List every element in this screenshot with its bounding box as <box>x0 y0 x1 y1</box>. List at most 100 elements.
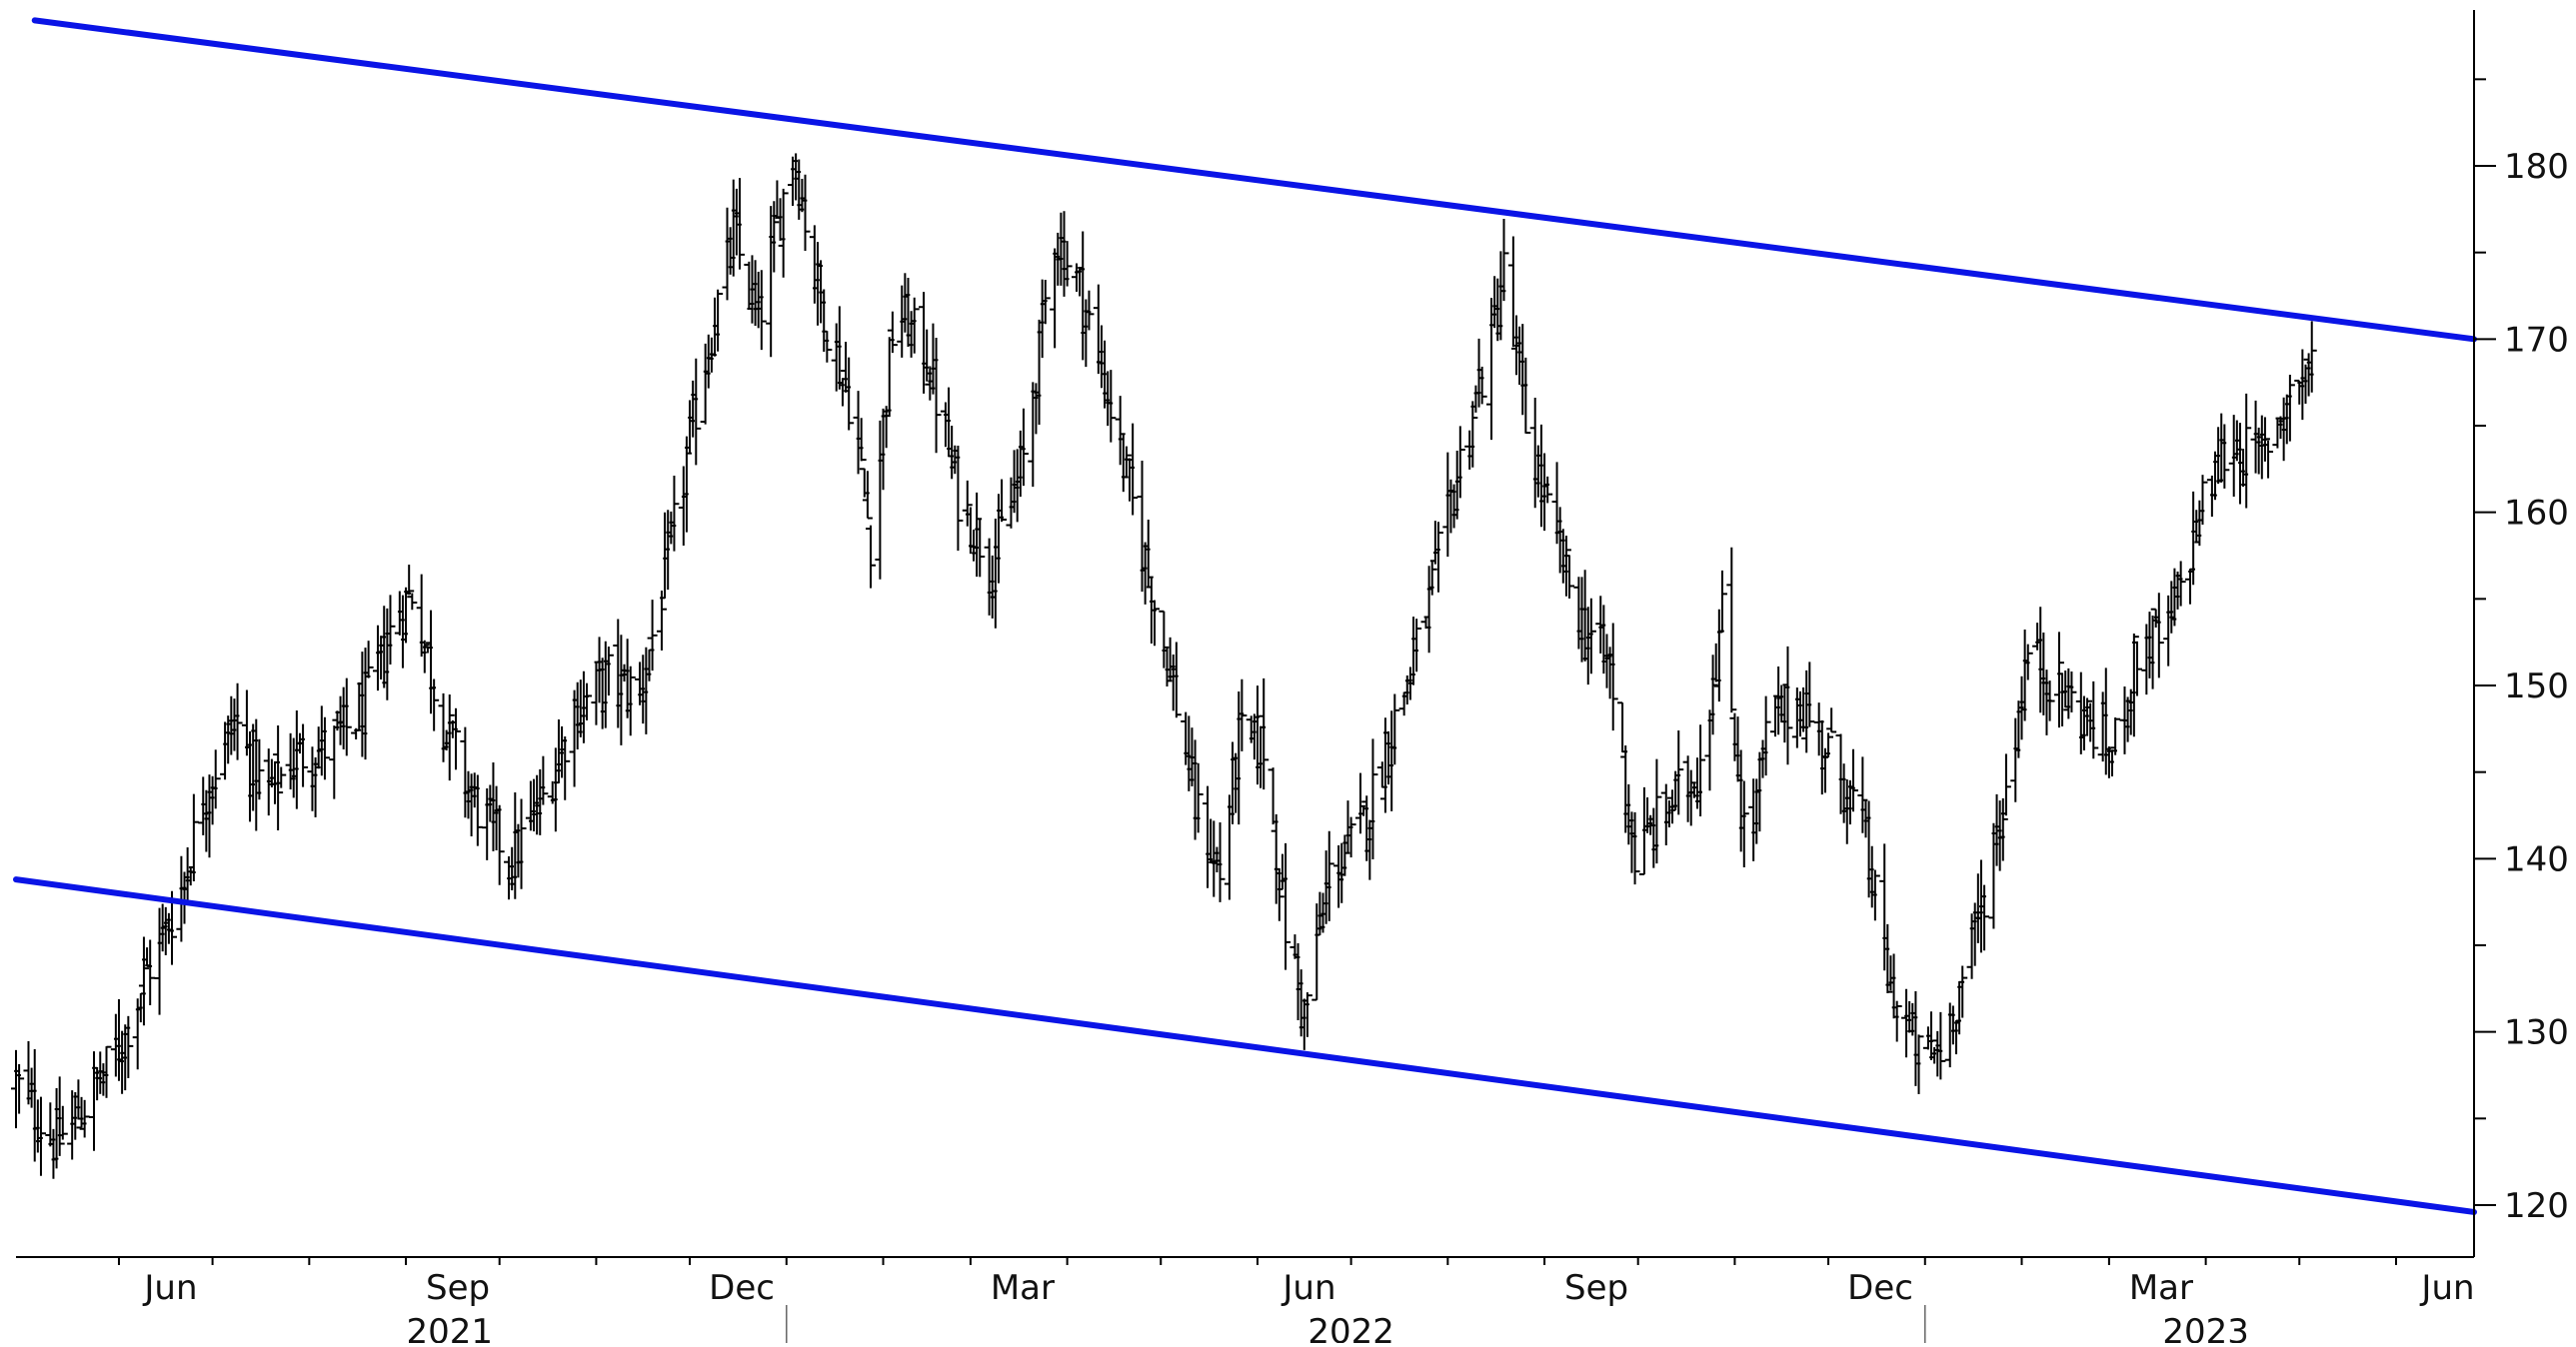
ohlc-bar <box>713 289 724 352</box>
ohlc-bar <box>1957 965 1968 1018</box>
ohlc-bar <box>429 678 440 731</box>
ohlc-bar <box>2131 641 2142 696</box>
ohlc-bar <box>1411 619 1422 673</box>
ohlc-bar <box>1274 867 1285 921</box>
ohlc-bar <box>363 641 374 678</box>
ohlc-bar <box>472 774 483 846</box>
ohlc-bar <box>1782 646 1793 765</box>
ohlc-bar <box>1193 762 1204 833</box>
ohlc-bar <box>319 716 330 780</box>
ohlc-bar <box>2044 680 2055 721</box>
lower-channel-trendline <box>13 876 2477 1215</box>
ohlc-bar <box>145 939 156 1006</box>
ohlc-bar <box>273 725 284 831</box>
ohlc-bar <box>656 591 667 651</box>
ohlc-bar <box>2153 593 2164 678</box>
ohlc-bar <box>1891 1000 1902 1042</box>
ohlc-bar <box>1432 522 1443 593</box>
ohlc-bar <box>669 476 680 552</box>
ohlc-bar <box>1826 707 1837 733</box>
ohlc-bar <box>1629 811 1640 885</box>
ohlc-bar <box>1339 834 1350 876</box>
ohlc-bar <box>1150 600 1161 647</box>
ohlc-bar <box>756 270 767 351</box>
ohlc-bar <box>778 188 789 278</box>
ohlc-bar <box>1979 884 1990 951</box>
ohlc-bar <box>210 749 221 809</box>
ohlc-bar <box>1498 219 1509 302</box>
x-tick-label: Sep <box>1564 1268 1628 1308</box>
ohlc-bar <box>2197 475 2208 526</box>
ohlc-bar <box>1143 519 1154 588</box>
ohlc-bar <box>734 178 745 270</box>
ohlc-bar <box>1467 401 1478 468</box>
ohlc-bar <box>450 707 461 770</box>
y-tick-label: 150 <box>2504 667 2569 706</box>
ohlc-bar <box>2066 671 2077 712</box>
ohlc-bar <box>79 1099 90 1138</box>
ohlc-bar <box>822 330 833 363</box>
ohlc-bar <box>2128 633 2139 737</box>
ohlc-bar <box>1454 426 1465 499</box>
ohlc-bar <box>2175 561 2186 607</box>
ohlc-bar <box>2022 644 2033 680</box>
x-tick-label: Jun <box>2419 1268 2474 1308</box>
ohlc-bar <box>1476 366 1487 405</box>
ohlc-bar <box>1997 797 2008 861</box>
ohlc-bar <box>254 738 265 800</box>
ohlc-bar <box>887 311 898 354</box>
ohlc-bar <box>603 647 614 696</box>
ohlc-bar <box>2053 632 2064 728</box>
ohlc-bar <box>2284 375 2295 442</box>
ohlc-bar <box>844 357 855 431</box>
ohlc-bar <box>138 936 149 1026</box>
ohlc-bar <box>866 525 877 589</box>
x-tick-label: Mar <box>991 1268 1055 1308</box>
ohlc-bar <box>2263 440 2274 479</box>
ohlc-bar <box>1121 446 1132 479</box>
ohlc-bar <box>1804 662 1815 727</box>
ohlc-bar <box>1106 370 1117 443</box>
y-tick-label: 130 <box>2504 1013 2569 1053</box>
ohlc-bar <box>582 682 593 720</box>
ohlc-bar <box>1259 677 1270 790</box>
y-tick-label: 140 <box>2504 839 2569 879</box>
ohlc-bar <box>35 1096 46 1176</box>
y-tick-label: 180 <box>2504 147 2569 187</box>
ohlc-bar <box>1062 241 1073 287</box>
ohlc-bar <box>89 1051 100 1151</box>
x-tick-label: Dec <box>709 1268 775 1308</box>
ohlc-bar <box>1560 536 1571 597</box>
x-tick-label: Mar <box>2129 1268 2193 1308</box>
ohlc-bar <box>856 418 867 462</box>
ohlc-bar <box>1171 642 1182 718</box>
ohlc-bar <box>1237 678 1248 751</box>
ohlc-bar <box>516 798 527 889</box>
ohlc-bar <box>1913 1034 1924 1094</box>
ohlc-bar <box>2306 321 2317 393</box>
year-label: 2023 <box>2162 1312 2249 1343</box>
ohlc-bar <box>691 358 702 466</box>
ohlc-bar <box>953 446 964 552</box>
ohlc-bar <box>1520 357 1531 435</box>
ohlc-bar <box>1869 869 1880 921</box>
ohlc-bar <box>2219 424 2230 489</box>
ohlc-bar <box>1651 758 1662 864</box>
ohlc-bar <box>1760 695 1771 776</box>
x-tick-label: Jun <box>1281 1268 1335 1308</box>
ohlc-bar <box>975 518 986 578</box>
ohlc-bar <box>2082 697 2093 736</box>
ohlc-bar <box>54 1076 65 1156</box>
ohlc-bar <box>862 471 873 520</box>
ohlc-bar <box>1707 655 1718 735</box>
ohlc-bar <box>1585 598 1596 674</box>
ohlc-bar <box>1367 738 1378 860</box>
price-bars <box>11 153 2317 1179</box>
ohlc-bar <box>2259 417 2270 462</box>
ohlc-bar <box>1935 1011 1946 1080</box>
ohlc-bar <box>419 640 430 674</box>
x-tick-label: Jun <box>142 1268 197 1308</box>
axes: 120 130 140 150 160 170 180 Jun Sep Dec Mar Jun Sep D… <box>16 10 2569 1347</box>
